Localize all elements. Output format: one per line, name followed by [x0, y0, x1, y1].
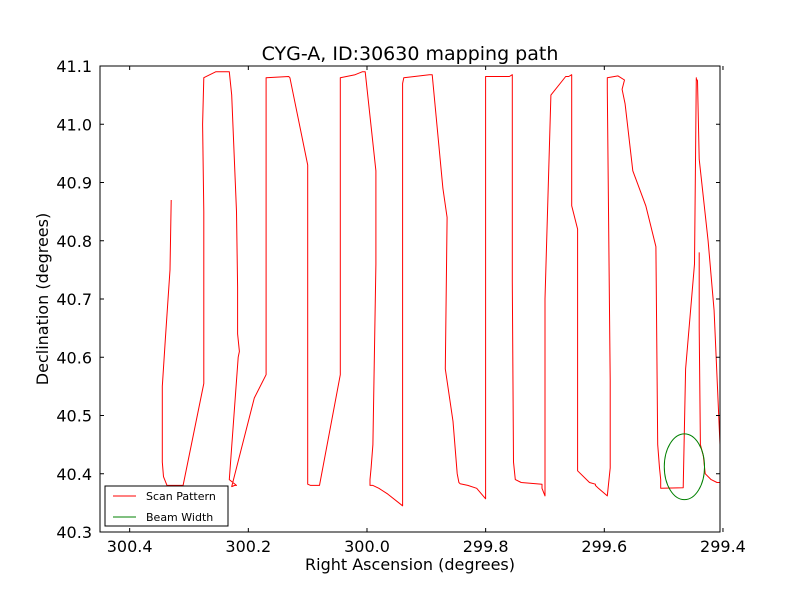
x-tick-label: 300.4 — [107, 537, 153, 556]
x-tick-label: 299.4 — [700, 537, 746, 556]
y-tick-label: 40.6 — [56, 348, 92, 367]
y-tick-label: 40.8 — [56, 232, 92, 251]
y-tick-label: 40.9 — [56, 174, 92, 193]
axes-background — [100, 66, 720, 532]
series-layer — [161, 71, 720, 507]
series-beam-width-circle — [663, 433, 706, 501]
x-axis: 300.4 300.2 300.0 299.8 299.6 299.4 — [107, 66, 746, 556]
x-tick-label: 300.0 — [344, 537, 390, 556]
y-tick-label: 40.3 — [56, 523, 92, 542]
y-tick-label: 40.5 — [56, 407, 92, 426]
y-tick-label: 41.1 — [56, 57, 92, 76]
y-tick-label: 41.0 — [56, 115, 92, 134]
y-axis-label: Declination (degrees) — [33, 213, 52, 385]
x-axis-label: Right Ascension (degrees) — [305, 555, 515, 574]
y-tick-label: 40.7 — [56, 290, 92, 309]
legend-label-scan-pattern: Scan Pattern — [146, 490, 216, 503]
x-tick-label: 300.2 — [225, 537, 271, 556]
x-tick-label: 299.8 — [463, 537, 509, 556]
series-scan-pattern-line — [161, 71, 720, 507]
plot-area — [99, 65, 721, 533]
y-axis: 40.3 40.4 40.5 40.6 40.7 40.8 40.9 41.0 41.1 — [56, 57, 720, 542]
y-tick-label: 40.4 — [56, 465, 92, 484]
legend-label-beam-width: Beam Width — [146, 511, 213, 524]
x-tick-label: 299.6 — [581, 537, 627, 556]
legend: Scan Pattern Beam Width — [104, 485, 229, 527]
legend-box — [104, 485, 229, 527]
chart-title: CYG-A, ID:30630 mapping path — [262, 43, 559, 65]
